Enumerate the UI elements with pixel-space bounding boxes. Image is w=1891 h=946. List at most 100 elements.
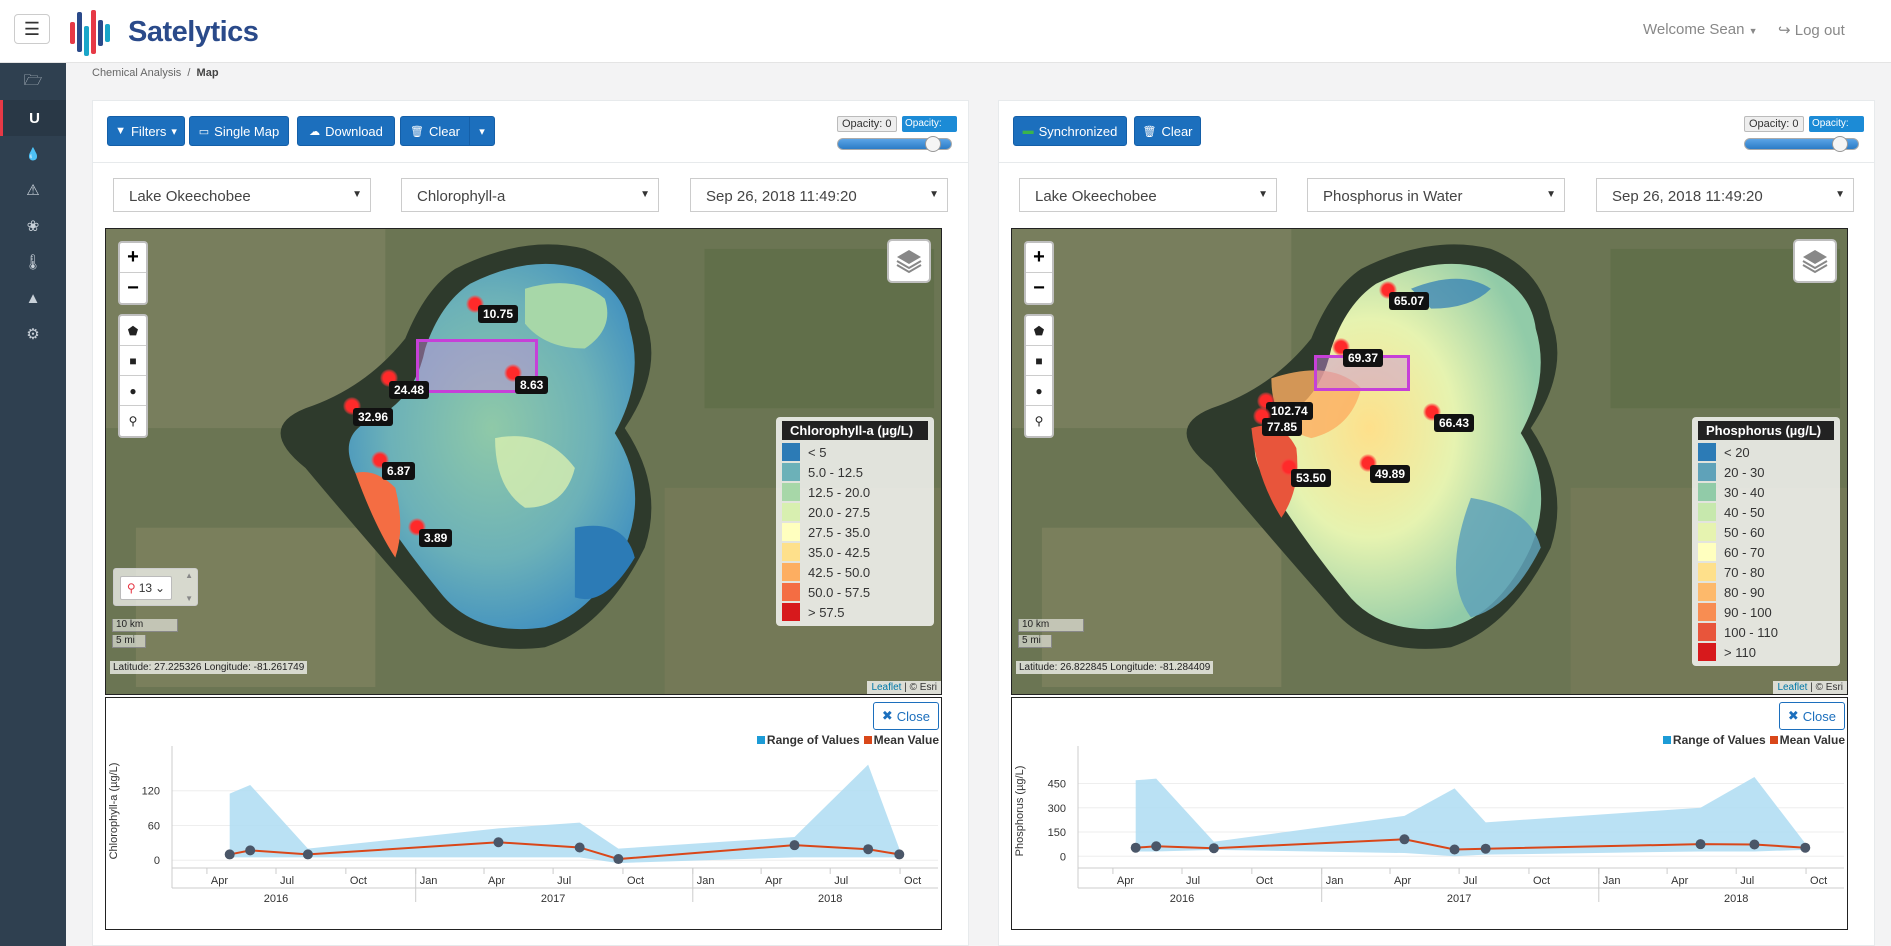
lake-select[interactable]: Lake Okeechobee ▼ [1019, 178, 1277, 212]
legend-swatch [1698, 443, 1716, 461]
draw-circle-button[interactable]: ● [120, 376, 146, 406]
sidebar-item-folder[interactable]: 🗁 [0, 64, 66, 100]
user-menu[interactable]: Welcome Sean ▼ [1643, 21, 1758, 38]
desktop-icon: ▭ [198, 125, 210, 138]
spinner-up-icon[interactable]: ▲ [185, 571, 193, 580]
date-select[interactable]: Sep 26, 2018 11:49:20 ▼ [690, 178, 948, 212]
zoom-level-control[interactable]: ⚲ 13 ⌄ ▲ ▼ [113, 568, 198, 606]
app-logo[interactable]: Satelytics [70, 8, 259, 56]
clear-button[interactable]: 🗑 Clear [1134, 116, 1201, 146]
date-select[interactable]: Sep 26, 2018 11:49:20 ▼ [1596, 178, 1854, 212]
legend-swatch [1698, 503, 1716, 521]
legend-swatch [782, 583, 800, 601]
sidebar-item-warning[interactable]: ⚠ [0, 172, 66, 208]
logout-link[interactable]: ↪ Log out [1778, 21, 1845, 39]
legend-label: > 110 [1724, 644, 1756, 660]
legend-item: 50.0 - 57.5 [782, 582, 928, 602]
legend-item: 80 - 90 [1698, 582, 1834, 602]
legend-mean[interactable]: Mean Value [863, 733, 939, 747]
sidebar-item-drop[interactable]: 💧 [0, 136, 66, 172]
opacity-track[interactable] [1744, 136, 1859, 152]
close-chart-button[interactable]: ✖ Close [872, 702, 939, 730]
draw-rectangle-button[interactable]: ■ [1026, 346, 1052, 376]
lake-select-value: Lake Okeechobee [129, 188, 251, 205]
legend-label: 30 - 40 [1724, 484, 1765, 500]
breadcrumb: Chemical Analysis / Map [92, 67, 219, 79]
menu-toggle-button[interactable]: ☰ [14, 14, 50, 44]
left-chart-panel: ✖ Close Range of Values Mean Value 0 60 120… [105, 697, 942, 930]
draw-rectangle-button[interactable]: ■ [120, 346, 146, 376]
range-area [229, 764, 900, 864]
opacity-slider[interactable]: Opacity: 0 Opacity: 0.9 [837, 116, 957, 152]
zoom-out-button[interactable]: − [1033, 276, 1045, 299]
draw-circle-button[interactable]: ● [1026, 376, 1052, 406]
right-chart-panel: ✖ Close Range of Values Mean Value 0 150 30… [1011, 697, 1848, 930]
draw-marker-button[interactable]: ⚲ [1026, 406, 1052, 436]
zoom-control: + − [1024, 241, 1054, 305]
opacity-slider[interactable]: Opacity: 0 Opacity: 0.9 [1744, 116, 1864, 152]
clear-dropdown-button[interactable]: ▾ [469, 116, 495, 146]
welcome-text: Welcome Sean [1643, 21, 1745, 38]
legend-label: < 5 [808, 444, 827, 460]
legend-range[interactable]: Range of Values [1662, 733, 1766, 747]
sidebar-item-thermometer[interactable]: 🌡 [0, 244, 66, 280]
app-name: Satelytics [128, 15, 259, 48]
date-select-value: Sep 26, 2018 11:49:20 [706, 188, 857, 205]
zoom-out-button[interactable]: − [127, 276, 139, 299]
opacity-handle[interactable] [1832, 136, 1849, 152]
draw-marker-button[interactable]: ⚲ [120, 406, 146, 436]
zoom-in-button[interactable]: + [120, 243, 146, 273]
right-map[interactable]: 65.07 69.37 102.74 77.85 66.43 53.50 49.… [1011, 228, 1848, 695]
layers-button[interactable] [1793, 239, 1837, 283]
breadcrumb-parent[interactable]: Chemical Analysis [92, 67, 182, 79]
drop-icon: 💧 [25, 147, 41, 161]
legend-title: Phosphorus (µg/L) [1698, 421, 1834, 440]
synchronized-button[interactable]: ▬ Synchronized [1013, 116, 1127, 146]
left-map-panel: ▼ Filters ▾ ▭ Single Map ☁ Download 🗑 Clear ▾… [92, 100, 969, 946]
marker-label: 69.37 [1343, 349, 1384, 367]
filters-button[interactable]: ▼ Filters ▾ [107, 116, 185, 146]
y-axis-label: Chlorophyll-a (µg/L) [108, 763, 120, 860]
mean-point [613, 854, 624, 865]
legend-swatch [782, 603, 800, 621]
legend-item: 35.0 - 42.5 [782, 542, 928, 562]
map-attribution: Leaflet | © Esri [867, 681, 941, 694]
left-map[interactable]: 10.75 24.48 8.63 32.96 6.87 3.89 + − ⬟ ■… [105, 228, 942, 695]
draw-polygon-button[interactable]: ⬟ [120, 316, 146, 346]
legend-item: < 5 [782, 442, 928, 462]
legend-label: 27.5 - 35.0 [808, 524, 871, 540]
sidebar-item-tree[interactable]: ▲ [0, 280, 66, 316]
spinner-down-icon[interactable]: ▼ [185, 594, 193, 603]
lake-select[interactable]: Lake Okeechobee ▼ [113, 178, 371, 212]
single-map-button[interactable]: ▭ Single Map [189, 116, 289, 146]
leaflet-link[interactable]: Leaflet [871, 682, 902, 693]
close-chart-button[interactable]: ✖ Close [1778, 702, 1845, 730]
y-tick-label: 300 [1048, 803, 1066, 815]
zoom-level-select[interactable]: ⚲ 13 ⌄ [120, 576, 172, 600]
parameter-select[interactable]: Chlorophyll-a ▼ [401, 178, 659, 212]
folder-icon: 🗁 [23, 71, 43, 89]
parameter-select[interactable]: Phosphorus in Water ▼ [1307, 178, 1565, 212]
sidebar-item-leaf[interactable]: ❀ [0, 208, 66, 244]
chart-legend: Range of Values Mean Value [756, 733, 939, 747]
legend-label: 40 - 50 [1724, 504, 1765, 520]
time-series-chart: 0 150 300 450 Apr Jul Oct Jan Apr Jul Oct Jan Apr Jul… [1014, 746, 1844, 905]
sidebar-item-magnet[interactable]: U [0, 100, 66, 136]
opacity-track[interactable] [837, 136, 952, 152]
x-tick-label: Jul [834, 875, 848, 887]
download-button[interactable]: ☁ Download [297, 116, 395, 146]
legend-mean[interactable]: Mean Value [1769, 733, 1845, 747]
sidebar: 🗁 U 💧 ⚠ ❀ 🌡 ▲ ⚙ [0, 63, 66, 946]
zoom-in-button[interactable]: + [1026, 243, 1052, 273]
opacity-handle[interactable] [925, 136, 942, 152]
marker-label: 24.48 [389, 381, 430, 399]
draw-polygon-button[interactable]: ⬟ [1026, 316, 1052, 346]
parameter-select-value: Phosphorus in Water [1323, 188, 1463, 205]
legend-range[interactable]: Range of Values [756, 733, 860, 747]
clear-button[interactable]: 🗑 Clear [400, 116, 470, 146]
layers-button[interactable] [887, 239, 931, 283]
legend-item: 100 - 110 [1698, 622, 1834, 642]
sidebar-item-settings[interactable]: ⚙ [0, 316, 66, 352]
leaflet-link[interactable]: Leaflet [1777, 682, 1808, 693]
caret-down-icon: ▼ [929, 189, 939, 200]
